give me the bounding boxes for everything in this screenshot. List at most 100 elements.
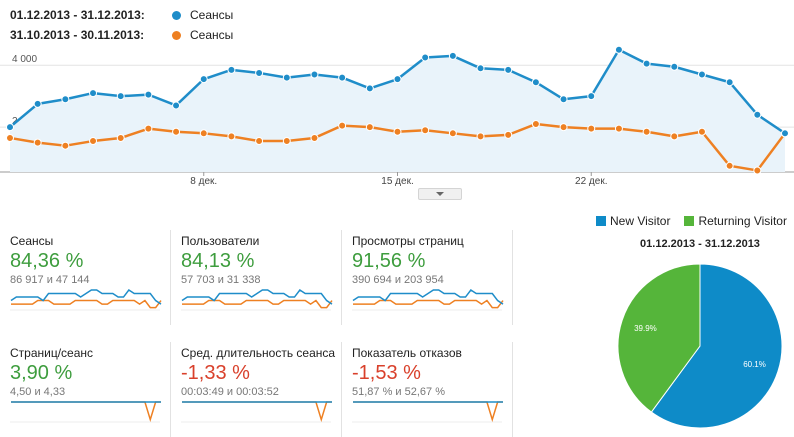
metric-title: Просмотры страниц [352,234,464,248]
previous-series-point[interactable] [531,120,540,129]
metric-change-percent: 3,90 % [10,362,73,384]
x-tick-label: 15 дек. [381,176,413,187]
current-series-point[interactable] [504,65,513,74]
current-series-point[interactable] [144,90,153,99]
previous-series-point[interactable] [504,130,513,139]
previous-series-point[interactable] [448,129,457,138]
previous-series-point[interactable] [227,132,236,141]
sparkline-current [352,288,504,305]
current-series-point[interactable] [116,92,125,101]
previous-series-point[interactable] [642,127,651,136]
previous-series-point[interactable] [365,123,374,132]
metric-title: Страниц/сеанс [10,346,94,360]
pie-legend-new-swatch [596,216,606,226]
previous-series-point[interactable] [89,137,98,146]
legend-current-series: Сеансы [190,8,234,22]
previous-series-point[interactable] [6,133,14,142]
current-series-point[interactable] [365,84,374,93]
current-series-point[interactable] [614,45,623,54]
previous-series-point[interactable] [476,132,485,141]
current-series-point[interactable] [310,70,319,79]
previous-series-point[interactable] [393,127,402,136]
previous-series-point[interactable] [670,132,679,141]
current-series-point[interactable] [697,70,706,79]
metric-values: 390 694 и 203 954 [352,274,444,286]
legend-current-dot [172,10,181,20]
current-series-point[interactable] [448,51,457,60]
previous-series-point[interactable] [587,124,596,133]
metric-change-percent: -1,53 % [352,362,421,384]
sparkline-current [10,288,162,305]
metric-change-percent: 84,36 % [10,250,84,272]
metric-sparkline [352,401,503,423]
previous-series-point[interactable] [33,138,42,147]
metric-sparkline [181,401,332,423]
x-tick-label: 22 дек. [575,176,607,187]
current-series-point[interactable] [199,75,208,84]
previous-series-point[interactable] [559,123,568,132]
current-series-point[interactable] [172,101,181,110]
previous-series-point[interactable] [144,124,153,133]
metric-values: 51,87 % и 52,67 % [352,386,445,398]
sparkline-previous [11,401,161,423]
pie-legend-new-label: New Visitor [610,214,671,228]
metric-sparkline [181,288,333,311]
previous-series-point[interactable] [61,141,70,150]
metric-tile[interactable]: Просмотры страниц 91,56 % 390 694 и 203 95… [352,230,513,325]
current-series-point[interactable] [559,95,568,104]
visitor-type-pie-chart: 60.1% 39.9% [617,263,783,429]
metric-tile[interactable]: Пользователи 84,13 % 57 703 и 31 338 [181,230,342,325]
legend-current: 01.12.2013 - 31.12.2013: Сеансы [10,8,233,22]
current-series-point[interactable] [725,78,734,87]
current-series-point[interactable] [6,123,14,132]
metric-tile[interactable]: Сред. длительность сеанса -1,33 % 00:03:49… [181,342,342,437]
previous-series-point[interactable] [116,133,125,142]
metric-values: 57 703 и 31 338 [181,274,261,286]
previous-series-point[interactable] [282,137,291,146]
previous-series-point[interactable] [310,133,319,142]
current-series-point[interactable] [89,89,98,98]
previous-series-point[interactable] [199,129,208,138]
metric-tile[interactable]: Показатель отказов -1,53 % 51,87 % и 52,67… [352,342,513,437]
pie-slice-returning-visitor[interactable] [617,263,701,413]
current-series-point[interactable] [338,73,347,82]
current-series-point[interactable] [33,99,42,108]
sparkline-previous [182,401,332,423]
current-series-point[interactable] [587,92,596,101]
metric-values: 00:03:49 и 00:03:52 [181,386,279,398]
previous-series-point[interactable] [338,121,347,130]
metric-tile[interactable]: Страниц/сеанс 3,90 % 4,50 и 4,33 [10,342,171,437]
previous-series-point[interactable] [753,166,762,175]
current-series-point[interactable] [476,64,485,73]
metric-change-percent: -1,33 % [181,362,250,384]
current-series-point[interactable] [61,95,70,104]
previous-series-point[interactable] [172,127,181,136]
current-series-point[interactable] [227,65,236,74]
current-series-point[interactable] [255,68,264,77]
previous-series-point[interactable] [614,124,623,133]
current-series-point[interactable] [781,129,789,138]
current-series-point[interactable] [753,110,762,119]
x-tick-label: 8 дек. [190,176,217,187]
current-series-point[interactable] [531,78,540,87]
current-series-point[interactable] [393,75,402,84]
legend-current-range: 01.12.2013 - 31.12.2013: [10,8,145,22]
metric-tile[interactable]: Сеансы 84,36 % 86 917 и 47 144 [10,230,171,325]
chart-collapse-handle[interactable] [418,188,462,200]
legend-previous: 31.10.2013 - 30.11.2013: Сеансы [10,28,233,42]
sparkline-previous [353,401,503,423]
previous-series-point[interactable] [255,137,264,146]
current-series-point[interactable] [670,62,679,71]
current-series-point[interactable] [642,59,651,68]
previous-series-point[interactable] [725,161,734,170]
metric-title: Показатель отказов [352,346,462,360]
current-series-point[interactable] [282,73,291,82]
sparkline-previous [353,299,504,309]
previous-series-point[interactable] [421,126,430,135]
pie-legend: New Visitor Returning Visitor [596,214,787,228]
metric-values: 86 917 и 47 144 [10,274,90,286]
previous-series-point[interactable] [697,127,706,136]
current-series-point[interactable] [421,53,430,62]
pie-slice-new-visitor[interactable] [650,263,783,429]
sparkline-previous [182,299,333,309]
